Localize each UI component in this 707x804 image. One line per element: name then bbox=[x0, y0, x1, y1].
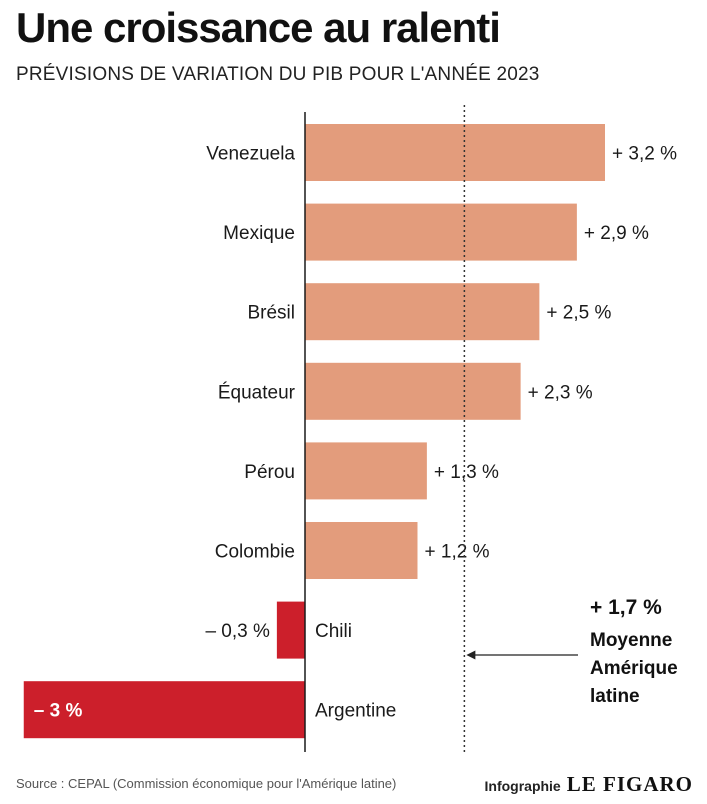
value-label-1: + 2,9 % bbox=[584, 223, 649, 244]
credit: Infographie LE FIGARO bbox=[485, 772, 694, 797]
average-value-label: + 1,7 % bbox=[590, 596, 662, 619]
average-arrow-head bbox=[466, 650, 476, 660]
average-text-line-1: Amérique bbox=[590, 658, 678, 679]
category-label-3: Équateur bbox=[218, 382, 296, 403]
bar-1 bbox=[305, 203, 577, 261]
value-label-6: – 0,3 % bbox=[205, 621, 270, 642]
bar-2 bbox=[305, 283, 540, 341]
credit-brand-logo: LE FIGARO bbox=[566, 772, 693, 796]
credit-label: Infographie bbox=[484, 778, 561, 794]
bar-5 bbox=[305, 522, 418, 579]
category-label-7: Argentine bbox=[315, 701, 396, 722]
bar-7 bbox=[23, 681, 305, 739]
value-label-5: + 1,2 % bbox=[425, 542, 490, 563]
average-text-line-0: Moyenne bbox=[590, 630, 672, 651]
bar-3 bbox=[305, 362, 521, 420]
category-label-4: Pérou bbox=[244, 462, 295, 483]
value-label-7: – 3 % bbox=[34, 701, 83, 722]
bar-0 bbox=[305, 124, 605, 181]
bar-4 bbox=[305, 442, 427, 500]
category-label-5: Colombie bbox=[215, 542, 295, 563]
bar-6 bbox=[276, 601, 305, 659]
average-text-line-2: latine bbox=[590, 686, 640, 707]
value-label-0: + 3,2 % bbox=[612, 144, 677, 165]
chart-title: Une croissance au ralenti bbox=[16, 4, 501, 51]
value-label-2: + 2,5 % bbox=[546, 303, 611, 324]
source-note: Source : CEPAL (Commission économique po… bbox=[16, 776, 397, 791]
value-label-4: + 1,3 % bbox=[434, 462, 499, 483]
category-label-2: Brésil bbox=[247, 303, 295, 324]
category-label-0: Venezuela bbox=[206, 144, 295, 165]
category-label-6: Chili bbox=[315, 621, 352, 642]
category-label-1: Mexique bbox=[223, 223, 295, 244]
value-label-3: + 2,3 % bbox=[528, 382, 593, 403]
chart-subtitle: PRÉVISIONS DE VARIATION DU PIB POUR L'AN… bbox=[16, 64, 540, 85]
